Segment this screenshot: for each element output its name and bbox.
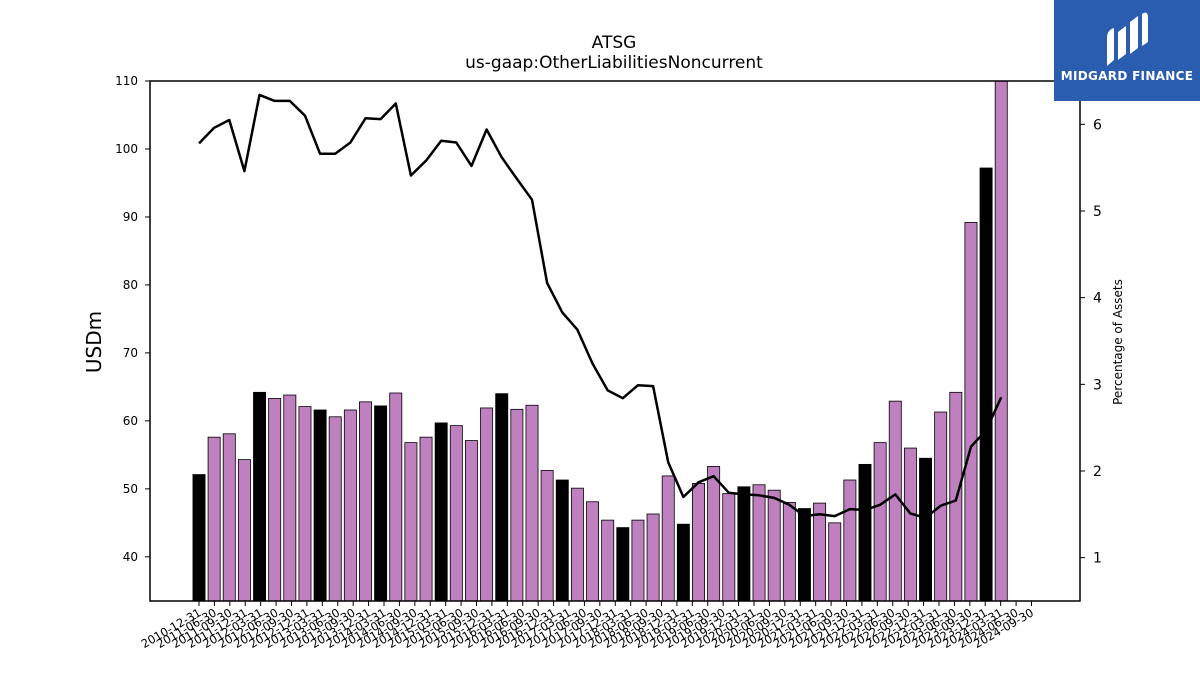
y-tick-label: 70 [123, 346, 138, 360]
y2-tick-label: 3 [1093, 377, 1102, 393]
bar [782, 502, 796, 602]
bar [555, 479, 569, 602]
bar [207, 436, 221, 602]
bar [253, 391, 266, 602]
y2-tick-label: 5 [1093, 204, 1102, 220]
bar [843, 479, 857, 602]
bar [374, 405, 388, 602]
bar [434, 422, 448, 602]
percent-line [198, 93, 1003, 520]
right-axis-ticks: 1 2 3 4 5 6 [1080, 117, 1102, 567]
y-tick-label: 40 [123, 550, 138, 564]
bar [540, 470, 554, 602]
bar [222, 433, 236, 602]
bar [510, 408, 524, 602]
bar [767, 489, 781, 602]
bar [328, 416, 342, 602]
bar [570, 487, 584, 602]
bar [616, 527, 630, 602]
x-axis-ticks: 2010-12-312011-06-302011-09-302011-12-31… [139, 601, 1036, 651]
chart-subtitle: us-gaap:OtherLiabilitiesNoncurrent [465, 53, 763, 73]
bar [389, 392, 403, 602]
y2-tick-label: 4 [1093, 291, 1102, 307]
y-tick-label: 110 [115, 74, 138, 88]
y-axis-label: USDm [82, 310, 106, 374]
y2-tick-label: 2 [1093, 464, 1102, 480]
bar [237, 459, 251, 602]
bar [464, 440, 478, 602]
bar [646, 513, 660, 602]
bar-group [192, 80, 1008, 602]
bar [858, 463, 872, 602]
bar [994, 80, 1008, 602]
y2-axis-label: Percentage of Assets [1111, 279, 1125, 405]
brand-logo: MIDGARD FINANCE [1054, 0, 1200, 101]
logo-text: MIDGARD FINANCE [1060, 69, 1194, 83]
logo-mark-icon [1107, 12, 1148, 66]
bar [707, 466, 721, 602]
y-tick-label: 60 [123, 414, 138, 428]
y-tick-label: 80 [123, 278, 138, 292]
bar [480, 407, 494, 602]
bar [828, 522, 842, 602]
bar [419, 436, 433, 602]
bar [919, 457, 932, 602]
bar [752, 484, 766, 602]
bar [813, 502, 827, 602]
line-group [198, 93, 1003, 520]
bar [722, 493, 736, 602]
bar [343, 409, 357, 602]
bar [283, 394, 297, 602]
bar [737, 486, 751, 602]
bar [964, 221, 978, 602]
bar [873, 442, 887, 602]
bar [192, 474, 206, 602]
y2-tick-label: 6 [1093, 117, 1102, 133]
bar [268, 398, 282, 602]
bar [525, 404, 539, 602]
bar [692, 483, 705, 602]
bar [359, 401, 372, 602]
y2-tick-label: 1 [1093, 551, 1102, 567]
bar [298, 406, 312, 602]
bar [631, 519, 645, 602]
bar [661, 475, 675, 602]
bar [449, 425, 463, 602]
bar [404, 442, 418, 602]
bar [798, 508, 811, 602]
bar [903, 447, 917, 602]
y-tick-label: 100 [115, 142, 138, 156]
bar [313, 409, 327, 602]
y-tick-label: 50 [123, 482, 138, 496]
chart-title: ATSG [591, 33, 637, 53]
bar [601, 519, 615, 602]
y-tick-label: 90 [123, 210, 138, 224]
bar [586, 501, 599, 602]
left-axis-ticks: 40 50 60 70 80 90 100 110 [115, 74, 150, 564]
bar [676, 523, 690, 602]
bar [979, 167, 993, 602]
bar [495, 393, 509, 602]
